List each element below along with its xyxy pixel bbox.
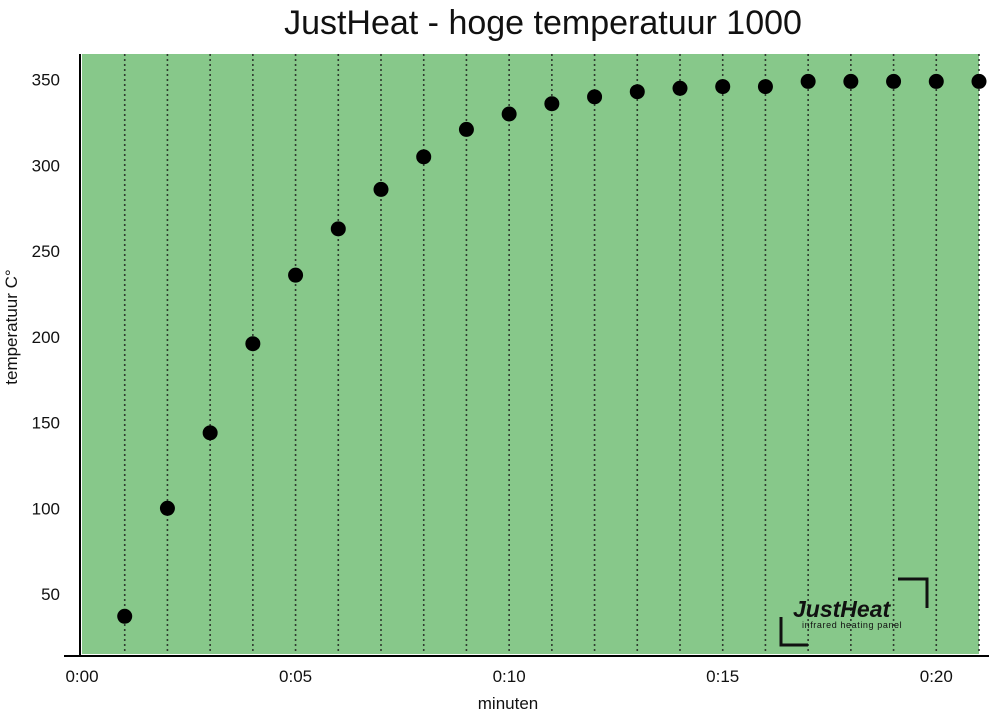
data-point: [587, 89, 603, 105]
plot-area: [82, 54, 979, 654]
data-point: [501, 106, 517, 122]
data-point: [330, 221, 346, 237]
justheat-logo: JustHeat infrared heating panel: [779, 577, 929, 647]
logo-corner-bottom-left: [779, 617, 808, 647]
data-point: [544, 96, 560, 112]
x-axis-ticks: 0:00 0:05 0:10 0:15 0:20: [65, 667, 952, 686]
y-tick-label: 100: [32, 499, 60, 518]
data-point: [373, 181, 389, 197]
logo-tagline: infrared heating panel: [802, 620, 902, 630]
data-point: [416, 149, 432, 165]
y-tick-label: 300: [32, 156, 60, 175]
data-point: [117, 608, 133, 624]
data-point: [672, 80, 688, 96]
x-tick-label: 0:15: [706, 667, 739, 686]
logo-corner-top-right: [898, 577, 929, 608]
data-point: [886, 73, 902, 89]
data-points: [117, 73, 987, 624]
data-point: [800, 73, 816, 89]
logo-name: JustHeat: [793, 596, 891, 622]
data-point: [757, 79, 773, 95]
data-point: [629, 84, 645, 100]
y-axis-ticks: 50 100 150 200 250 300 350: [32, 71, 60, 604]
data-point: [159, 500, 175, 516]
y-tick-label: 200: [32, 328, 60, 347]
grid-lines: [123, 54, 980, 654]
x-tick-label: 0:10: [493, 667, 526, 686]
y-tick-label: 250: [32, 242, 60, 261]
x-tick-label: 0:00: [65, 667, 98, 686]
x-tick-label: 0:20: [920, 667, 953, 686]
y-tick-label: 350: [32, 71, 60, 90]
y-tick-label: 150: [32, 414, 60, 433]
y-tick-label: 50: [41, 585, 60, 604]
chart-title: JustHeat - hoge temperatuur 1000: [284, 4, 802, 42]
x-axis-label: minuten: [478, 694, 538, 713]
data-point: [843, 73, 859, 89]
x-tick-label: 0:05: [279, 667, 312, 686]
data-point: [715, 79, 731, 95]
y-axis-label: temperatuur C°: [2, 269, 21, 384]
data-point: [971, 73, 987, 89]
axes: [64, 54, 989, 657]
data-point: [928, 73, 944, 89]
data-point: [245, 336, 261, 352]
data-point: [458, 121, 474, 137]
data-point: [202, 425, 218, 441]
data-point: [288, 267, 304, 283]
